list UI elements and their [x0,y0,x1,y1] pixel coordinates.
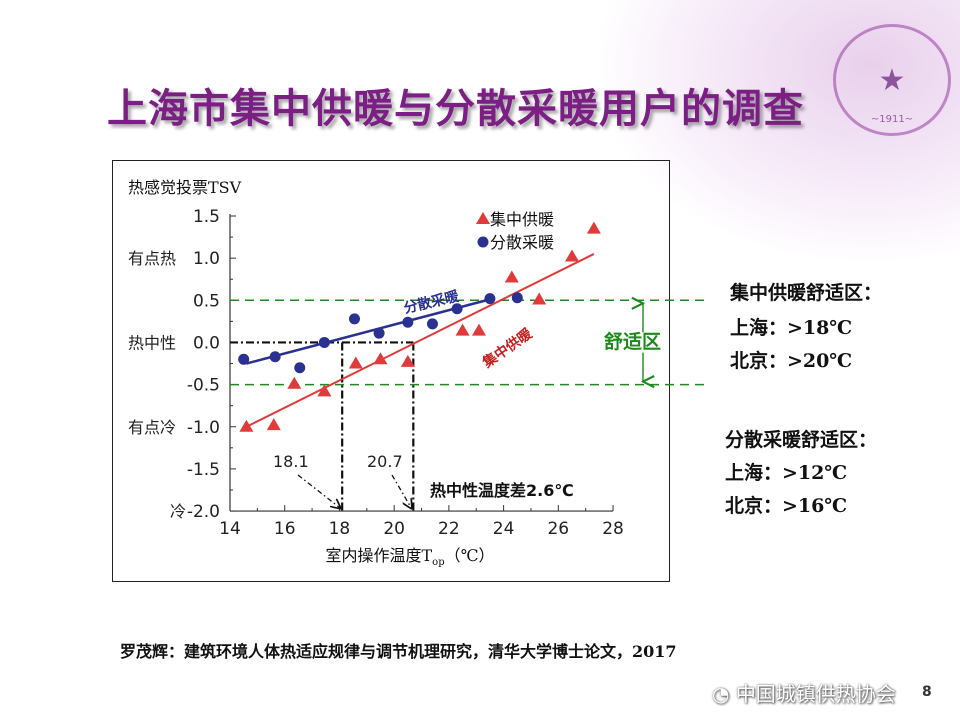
data-point [471,323,486,336]
y-tick-label: -2.0 [187,502,220,522]
page-title: 上海市集中供暖与分散采暖用户的调查 [107,86,804,132]
chart-frame [112,160,670,582]
data-point [348,356,363,369]
data-point [565,249,579,262]
x-tick-label: 24 [493,519,515,539]
y-tick-label: 1.0 [193,249,220,269]
legend-marker [476,212,490,224]
data-point [318,336,330,348]
central-comfort-heading: 集中供暖舒适区： [730,282,883,304]
neutral-temp-difference-annotation: 热中性温度差2.6℃ [430,481,574,500]
data-point [532,292,547,305]
y-tick-label: -0.5 [187,376,220,396]
neutral-temp-label-1: 18.1 [273,452,309,471]
legend-marker [477,236,489,248]
comfort-zone-label: 舒适区 [604,330,661,353]
data-point [348,313,360,325]
y-tick-label: 0.0 [193,333,220,353]
legend-label-distributed: 分散采暖 [490,233,554,252]
footer-org-logo: ◔ 中国城镇供热协会 [712,678,896,707]
neutral-temp-arrow [297,474,340,508]
x-axis-label: 室内操作温度Top（℃） [325,546,494,568]
fit-line-distributed [246,297,493,365]
tsinghua-seal-logo: ★ ~1911~ [833,24,951,136]
distributed-beijing: 北京：>16℃ [725,495,848,517]
x-tick-label: 26 [547,519,569,539]
data-point [484,293,496,305]
data-point [426,318,438,330]
data-point [266,418,281,431]
page-number: 8 [922,684,932,700]
x-tick-label: 22 [438,519,460,539]
distributed-comfort-heading: 分散采暖舒适区： [725,429,878,451]
data-point [239,419,254,432]
x-tick-label: 28 [602,519,624,539]
central-shanghai: 上海：>18℃ [730,317,853,339]
data-point [586,221,601,234]
data-point [317,384,332,397]
data-point [455,323,470,336]
data-point [400,354,415,367]
y-tick-label: 1.5 [193,207,220,227]
y-tick-label: -1.0 [187,418,220,438]
fit-label-central: 集中供暖 [479,325,536,372]
data-point [269,351,281,363]
fit-line-central [245,253,595,428]
y-axis-label: 热感觉投票TSV [128,178,242,197]
y-tick-label: -1.5 [187,460,220,480]
data-point [238,353,250,365]
x-tick-label: 14 [219,519,241,539]
distributed-shanghai: 上海：>12℃ [725,462,848,484]
footer-org-name: 中国城镇供热协会 [735,682,896,706]
data-point [451,303,463,315]
data-point [373,327,385,339]
data-point [504,270,519,283]
y-category-label: 有点热 [128,249,176,268]
data-point [402,316,414,328]
data-point [287,376,302,389]
x-tick-label: 18 [329,519,351,539]
data-point [511,292,523,304]
neutral-temp-label-2: 20.7 [367,452,403,471]
fit-label-distributed: 分散采暖 [402,288,461,317]
y-category-label: 有点冷 [128,418,176,437]
y-category-label: 热中性 [128,333,176,352]
y-category-label: 冷 [170,502,186,521]
central-beijing: 北京：>20℃ [730,350,853,372]
legend-label-central: 集中供暖 [490,210,554,229]
y-tick-label: 0.5 [193,291,220,311]
citation: 罗茂辉：建筑环境人体热适应规律与调节机理研究，清华大学博士论文，2017 [120,642,677,661]
neutral-temp-arrow [391,474,411,508]
data-point [373,352,388,365]
x-tick-label: 20 [383,519,405,539]
data-point [294,362,306,374]
wechat-icon: ◔ [712,682,736,706]
x-tick-label: 16 [274,519,296,539]
